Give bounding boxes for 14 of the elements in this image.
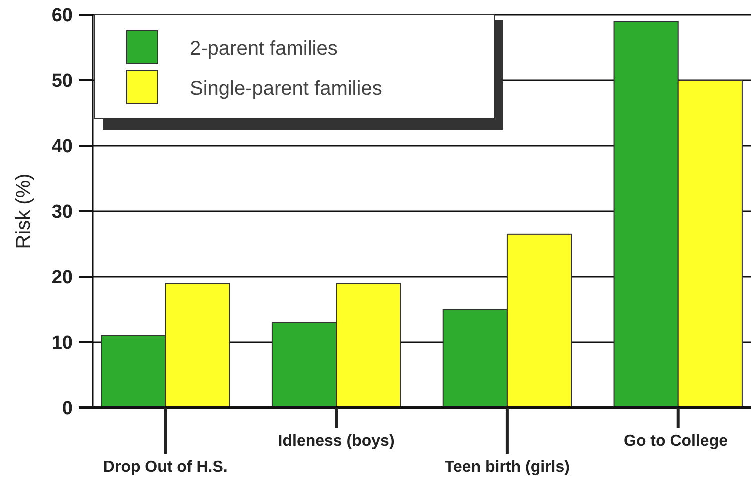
x-tick-label: Go to College bbox=[624, 433, 728, 450]
y-tick-label: 20 bbox=[52, 268, 73, 289]
y-tick-label: 30 bbox=[52, 202, 73, 224]
y-tick-label: 40 bbox=[52, 136, 73, 158]
y-tick-label: 50 bbox=[52, 71, 73, 92]
y-tick-label: 0 bbox=[62, 398, 73, 420]
x-tick-label: Teen birth (girls) bbox=[444, 459, 570, 476]
legend-label: Single-parent families bbox=[190, 78, 382, 100]
legend-label: 2-parent families bbox=[190, 38, 338, 60]
y-axis-title: Risk (%) bbox=[13, 174, 35, 250]
x-tick-label: Idleness (boys) bbox=[278, 433, 395, 450]
y-tick-label: 60 bbox=[52, 6, 73, 27]
x-tick-label: Drop Out of H.S. bbox=[103, 459, 228, 476]
y-tick-label: 10 bbox=[52, 333, 73, 354]
